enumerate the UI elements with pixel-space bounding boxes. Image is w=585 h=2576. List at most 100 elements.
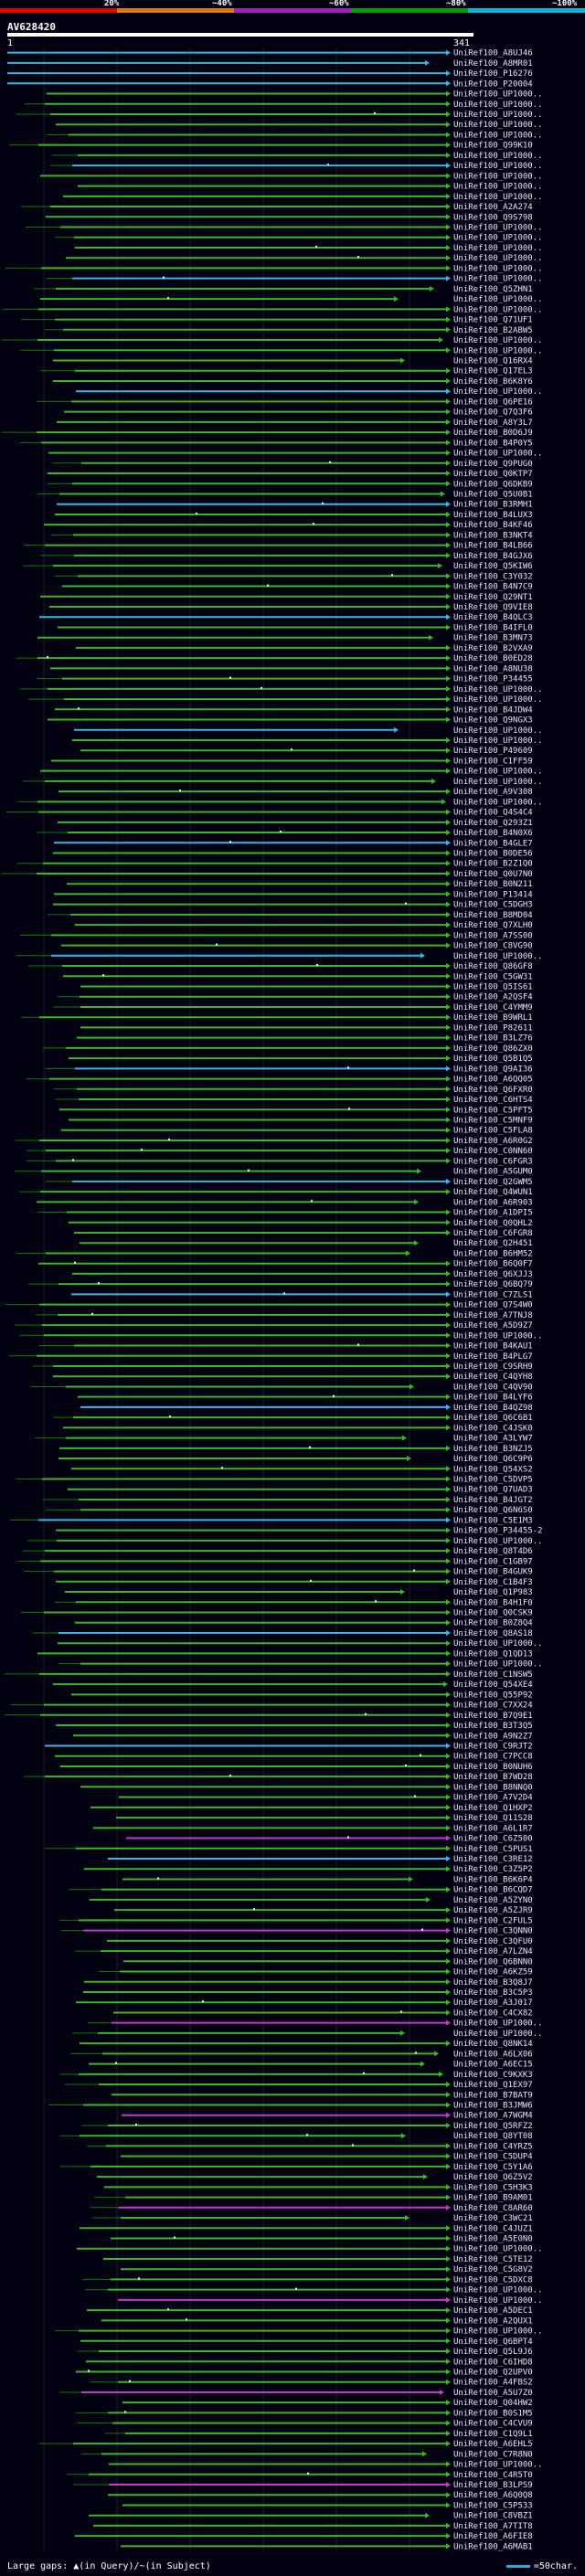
hit-label[interactable]: UniRef100_Q9PUG0 — [453, 460, 533, 469]
hit-label[interactable]: UniRef100_Q9VIE8 — [453, 603, 533, 612]
hit-label[interactable]: UniRef100_C5FLA8 — [453, 1127, 533, 1136]
hit-label[interactable]: UniRef100_UP1000.. — [453, 952, 543, 961]
hit-label[interactable]: UniRef100_UP1000.. — [453, 768, 543, 777]
hit-label[interactable]: UniRef100_Q86GF8 — [453, 962, 533, 971]
hit-label[interactable]: UniRef100_B2VXA9 — [453, 644, 533, 653]
hit-label[interactable]: UniRef100_C4QV90 — [453, 1383, 533, 1392]
hit-label[interactable]: UniRef100_Q5U0B1 — [453, 490, 533, 499]
hit-label[interactable]: UniRef100_B8NNQ0 — [453, 1783, 533, 1792]
hit-label[interactable]: UniRef100_UP1000.. — [453, 2296, 543, 2306]
hit-label[interactable]: UniRef100_Q5B1Q5 — [453, 1055, 533, 1064]
hit-label[interactable]: UniRef100_A3J017 — [453, 1998, 533, 2008]
hit-label[interactable]: UniRef100_C3Z5P2 — [453, 1865, 533, 1874]
hit-label[interactable]: UniRef100_Q5KIW6 — [453, 562, 533, 571]
hit-label[interactable]: UniRef100_UP1000.. — [453, 264, 543, 273]
hit-label[interactable]: UniRef100_B3LZ76 — [453, 1034, 533, 1044]
hit-label[interactable]: UniRef100_B0D6J9 — [453, 429, 533, 438]
hit-label[interactable]: UniRef100_A6KZ59 — [453, 1968, 533, 1977]
hit-label[interactable]: UniRef100_Q55P92 — [453, 1691, 533, 1700]
hit-label[interactable]: UniRef100_UP1000.. — [453, 234, 543, 243]
hit-label[interactable]: UniRef100_Q7S4W0 — [453, 1301, 533, 1310]
hit-label[interactable]: UniRef100_B7Q9E1 — [453, 1712, 533, 1721]
hit-label[interactable]: UniRef100_Q0KTP7 — [453, 470, 533, 479]
hit-label[interactable]: UniRef100_B4N7C9 — [453, 583, 533, 592]
hit-label[interactable]: UniRef100_A6EC15 — [453, 2061, 533, 2070]
hit-label[interactable]: UniRef100_A5ZJR9 — [453, 1906, 533, 1915]
hit-label[interactable]: UniRef100_C6FGR8 — [453, 1229, 533, 1238]
hit-label[interactable]: UniRef100_C4R5T0 — [453, 2471, 533, 2480]
hit-label[interactable]: UniRef100_UP1000.. — [453, 685, 543, 694]
hit-label[interactable]: UniRef100_B6HM52 — [453, 1249, 533, 1258]
hit-label[interactable]: UniRef100_C7PCC8 — [453, 1753, 533, 1762]
hit-label[interactable]: UniRef100_A6EHL5 — [453, 2440, 533, 2449]
hit-label[interactable]: UniRef100_Q99K10 — [453, 142, 533, 151]
hit-label[interactable]: UniRef100_B4PLG7 — [453, 1352, 533, 1362]
hit-label[interactable]: UniRef100_A6L1R7 — [453, 1824, 533, 1833]
hit-label[interactable]: UniRef100_Q9NGX3 — [453, 716, 533, 726]
hit-label[interactable]: UniRef100_B3JMW6 — [453, 2102, 533, 2111]
hit-label[interactable]: UniRef100_A4FBS2 — [453, 2379, 533, 2388]
hit-label[interactable]: UniRef100_B3LPS9 — [453, 2481, 533, 2490]
hit-label[interactable]: UniRef100_C5MNF9 — [453, 1116, 533, 1125]
hit-label[interactable]: UniRef100_UP1000.. — [453, 2461, 543, 2470]
hit-label[interactable]: UniRef100_Q54XS2 — [453, 1465, 533, 1474]
hit-label[interactable]: UniRef100_B9WRL1 — [453, 1013, 533, 1023]
hit-label[interactable]: UniRef100_C5G8V2 — [453, 2265, 533, 2274]
hit-label[interactable]: UniRef100_A7V2D4 — [453, 1794, 533, 1803]
hit-label[interactable]: UniRef100_A6FIE8 — [453, 2532, 533, 2541]
hit-label[interactable]: UniRef100_Q8AS18 — [453, 1629, 533, 1638]
hit-label[interactable]: UniRef100_UP1000.. — [453, 193, 543, 202]
hit-label[interactable]: UniRef100_UP1000.. — [453, 778, 543, 787]
hit-label[interactable]: UniRef100_Q7Q3F6 — [453, 408, 533, 418]
hit-label[interactable]: UniRef100_B3C5P3 — [453, 1988, 533, 1998]
hit-label[interactable]: UniRef100_C2FUL5 — [453, 1916, 533, 1925]
hit-label[interactable]: UniRef100_B0N211 — [453, 880, 533, 889]
hit-label[interactable]: UniRef100_Q1P983 — [453, 1588, 533, 1597]
hit-label[interactable]: UniRef100_UP1000.. — [453, 737, 543, 746]
hit-label[interactable]: UniRef100_C3WC21 — [453, 2214, 533, 2223]
hit-label[interactable]: UniRef100_UP1000.. — [453, 224, 543, 233]
hit-label[interactable]: UniRef100_UP1000.. — [453, 162, 543, 171]
hit-label[interactable]: UniRef100_UP1000.. — [453, 450, 543, 459]
hit-label[interactable]: UniRef100_C1B4F3 — [453, 1578, 533, 1587]
hit-label[interactable]: UniRef100_Q54XE4 — [453, 1680, 533, 1690]
hit-label[interactable]: UniRef100_UP1000.. — [453, 90, 543, 100]
hit-label[interactable]: UniRef100_UP1000.. — [453, 336, 543, 345]
hit-label[interactable]: UniRef100_C5E1M3 — [453, 1516, 533, 1525]
hit-label[interactable]: UniRef100_B4KF46 — [453, 521, 533, 530]
hit-label[interactable]: UniRef100_A7LZN4 — [453, 1947, 533, 1956]
hit-label[interactable]: UniRef100_UP1000.. — [453, 111, 543, 120]
hit-label[interactable]: UniRef100_B8MD04 — [453, 911, 533, 920]
hit-label[interactable]: UniRef100_A6R0G2 — [453, 1137, 533, 1146]
hit-label[interactable]: UniRef100_Q2H451 — [453, 1239, 533, 1248]
hit-label[interactable]: UniRef100_B6K8Y6 — [453, 377, 533, 387]
hit-label[interactable]: UniRef100_UP1000.. — [453, 254, 543, 263]
hit-label[interactable]: UniRef100_C5PUS1 — [453, 1845, 533, 1854]
hit-label[interactable]: UniRef100_C1NSW5 — [453, 1670, 533, 1680]
hit-label[interactable]: UniRef100_B0ED28 — [453, 654, 533, 663]
hit-label[interactable]: UniRef100_C4YRZ5 — [453, 2142, 533, 2151]
hit-label[interactable]: UniRef100_B3NZJ5 — [453, 1445, 533, 1454]
hit-label[interactable]: UniRef100_A8NU38 — [453, 664, 533, 673]
hit-label[interactable]: UniRef100_C1Q9L1 — [453, 2430, 533, 2439]
hit-label[interactable]: UniRef100_UP1000.. — [453, 346, 543, 355]
hit-label[interactable]: UniRef100_P49609 — [453, 747, 533, 756]
hit-label[interactable]: UniRef100_C0NN60 — [453, 1147, 533, 1156]
hit-label[interactable]: UniRef100_Q04HW2 — [453, 2399, 533, 2408]
hit-label[interactable]: UniRef100_Q4WUN1 — [453, 1188, 533, 1197]
hit-label[interactable]: UniRef100_UP1000.. — [453, 183, 543, 192]
hit-label[interactable]: UniRef100_A5E0N0 — [453, 2235, 533, 2244]
hit-label[interactable]: UniRef100_B2Z1Q0 — [453, 860, 533, 869]
hit-label[interactable]: UniRef100_B4KAU1 — [453, 1342, 533, 1352]
hit-label[interactable]: UniRef100_B6CQD7 — [453, 1886, 533, 1895]
hit-label[interactable]: UniRef100_C8VG90 — [453, 942, 533, 951]
hit-label[interactable]: UniRef100_B4QZ98 — [453, 1404, 533, 1413]
hit-label[interactable]: UniRef100_C7ZLS1 — [453, 1290, 533, 1299]
hit-label[interactable]: UniRef100_C5TE12 — [453, 2255, 533, 2264]
hit-label[interactable]: UniRef100_C5PFT5 — [453, 1106, 533, 1115]
hit-label[interactable]: UniRef100_UP1000.. — [453, 1639, 543, 1648]
hit-label[interactable]: UniRef100_Q71UF1 — [453, 316, 533, 325]
hit-label[interactable]: UniRef100_Q6FXR0 — [453, 1086, 533, 1095]
hit-label[interactable]: UniRef100_UP1000.. — [453, 1331, 543, 1341]
hit-label[interactable]: UniRef100_A3LYW7 — [453, 1435, 533, 1444]
